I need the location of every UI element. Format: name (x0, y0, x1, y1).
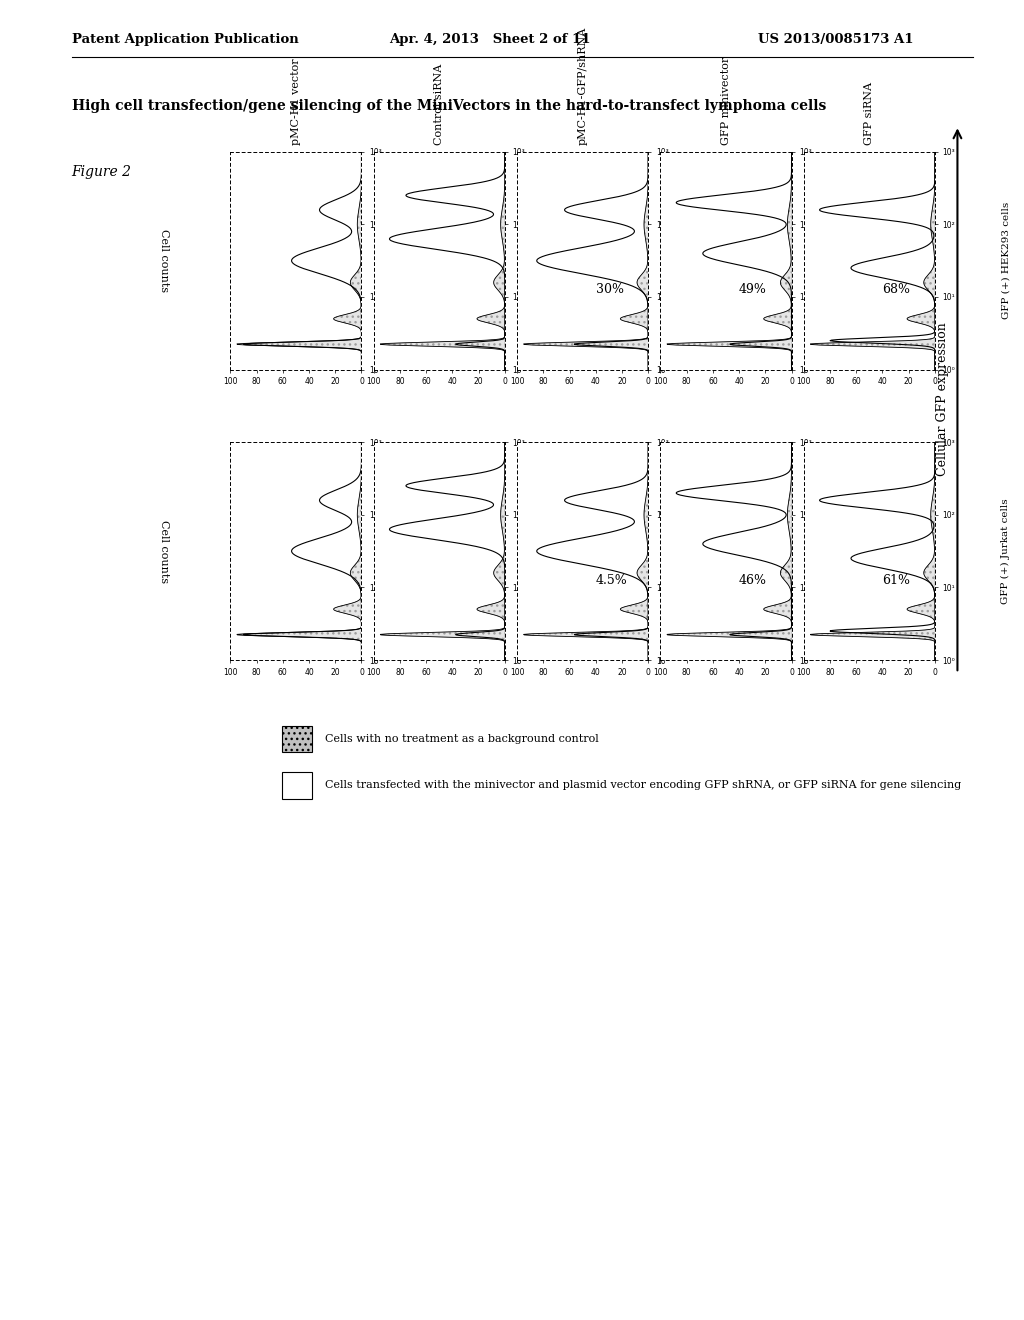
Text: pMC-H1 vector: pMC-H1 vector (291, 58, 301, 145)
Text: Patent Application Publication: Patent Application Publication (72, 33, 298, 46)
Text: Apr. 4, 2013   Sheet 2 of 11: Apr. 4, 2013 Sheet 2 of 11 (389, 33, 591, 46)
Text: 68%: 68% (883, 284, 910, 297)
Text: Cells with no treatment as a background control: Cells with no treatment as a background … (325, 734, 598, 744)
Text: Cell counts: Cell counts (159, 520, 169, 582)
Text: GFP siRNA: GFP siRNA (864, 82, 874, 145)
Text: 46%: 46% (739, 574, 767, 587)
Text: High cell transfection/gene silencing of the MiniVectors in the hard-to-transfec: High cell transfection/gene silencing of… (72, 99, 826, 114)
Text: GFP (+) HEK293 cells: GFP (+) HEK293 cells (1001, 202, 1010, 319)
Text: GFP minivector: GFP minivector (721, 57, 731, 145)
Text: Cellular GFP expression: Cellular GFP expression (936, 322, 948, 477)
Text: Control siRNA: Control siRNA (434, 63, 444, 145)
Text: US 2013/0085173 A1: US 2013/0085173 A1 (758, 33, 913, 46)
Text: 4.5%: 4.5% (596, 574, 628, 587)
Text: pMC-H1-GFP/shRNA: pMC-H1-GFP/shRNA (578, 26, 588, 145)
Text: Cells transfected with the minivector and plasmid vector encoding GFP shRNA, or : Cells transfected with the minivector an… (325, 780, 961, 791)
Text: 30%: 30% (596, 284, 624, 297)
Text: Cell counts: Cell counts (159, 230, 169, 292)
Text: 61%: 61% (883, 574, 910, 587)
Text: 49%: 49% (739, 284, 767, 297)
Text: GFP (+) Jurkat cells: GFP (+) Jurkat cells (1001, 498, 1010, 605)
Text: Figure 2: Figure 2 (72, 165, 132, 180)
